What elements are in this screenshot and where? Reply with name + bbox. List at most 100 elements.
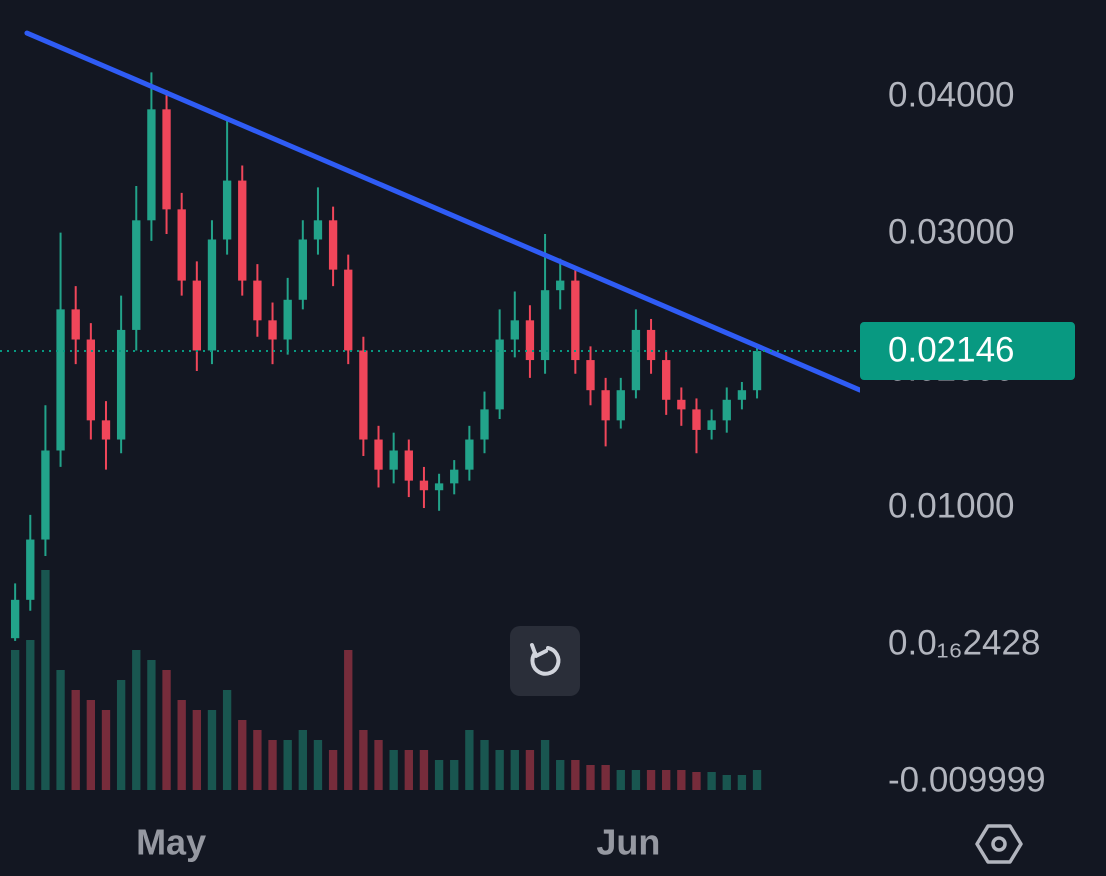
volume-layer [10,570,762,790]
candle-body [41,450,50,540]
volume-bar [116,680,126,790]
volume-bar [510,750,519,790]
volume-bar [571,760,580,790]
candle-body [707,420,716,430]
volume-bar [162,670,171,790]
candle-body [132,220,141,330]
candle-body [722,399,731,421]
candle-body [26,539,35,600]
volume-bar [238,720,247,790]
reset-button[interactable] [510,626,580,696]
candle-body [359,350,368,440]
candle-body [71,309,80,340]
volume-bar [26,640,35,790]
candle-body [313,220,323,240]
candle-body [177,209,186,281]
candle-body [601,390,610,421]
candle-body [692,409,701,430]
candle-body [253,280,262,321]
volume-bar [540,740,550,790]
volume-bar [404,750,413,790]
candle-body [404,450,413,481]
volume-bar [465,730,474,790]
y-tick-label: 0.0₁₆2428 [888,623,1040,662]
volume-bar [283,740,292,790]
candle-body [480,409,489,440]
candle-body [222,180,232,240]
volume-bar [192,710,201,790]
volume-bar [601,765,610,790]
volume-bar [450,760,459,790]
y-tick-label: 0.03000 [888,212,1015,251]
volume-bar [662,770,671,790]
candle-body [465,439,474,470]
candle-body [495,339,504,410]
candle-body [56,309,65,451]
candle-body [510,320,519,340]
candle-body [268,320,277,340]
last-price-badge [860,322,1075,381]
candle-body [86,339,96,421]
volume-bar [268,740,277,790]
candle-body [616,390,625,421]
volume-bar [328,750,338,790]
candle-body [556,280,565,291]
candle-body [389,450,398,470]
candle-body [116,329,126,440]
volume-bar [344,650,353,790]
volume-bar [525,750,535,790]
volume-bar [692,772,701,790]
volume-bar [677,770,686,790]
candle-body [192,280,201,351]
candle-body [677,399,686,410]
candle-body [434,483,444,491]
y-tick-label: 0.04000 [888,75,1015,114]
candle-body [283,299,292,340]
volume-bar [374,740,383,790]
volume-bar [646,770,656,790]
volume-bar [207,710,217,790]
volume-bar [41,570,50,790]
candle-body [328,220,338,270]
volume-bar [707,772,716,790]
volume-bar [132,650,141,790]
y-tick-label: -0.009999 [888,760,1046,799]
axis-layer: 0.040000.030000.020000.010000.0₁₆2428-0.… [136,75,1075,863]
candle-body [207,239,217,351]
candle-body [10,599,20,639]
volume-bar [56,670,65,790]
volume-bar [419,750,429,790]
x-tick-label: May [136,822,206,863]
y-tick-label: 0.01000 [888,486,1015,525]
volume-bar [298,730,307,790]
volume-bar [737,775,747,790]
volume-bar [586,765,595,790]
candle-body [450,469,459,484]
last-price-label: 0.02146 [888,330,1015,369]
volume-bar [253,730,262,790]
volume-bar [147,660,156,790]
volume-bar [359,730,368,790]
candle-body [752,351,762,391]
volume-bar [495,750,504,790]
volume-bar [631,770,641,790]
volume-bar [71,690,80,790]
candle-body [419,480,429,491]
volume-bar [313,740,323,790]
volume-bar [722,775,731,790]
volume-bar [556,760,565,790]
candle-body [662,360,671,400]
settings-button[interactable] [975,824,1023,864]
candle-body [162,109,171,210]
volume-bar [752,770,762,790]
volume-bar [616,770,625,790]
candle-body [646,329,656,361]
candle-body [238,180,247,281]
candle-body [101,420,111,440]
candle-body [586,360,595,391]
volume-bar [177,700,186,790]
volume-bar [480,740,489,790]
candle-body [737,390,747,400]
